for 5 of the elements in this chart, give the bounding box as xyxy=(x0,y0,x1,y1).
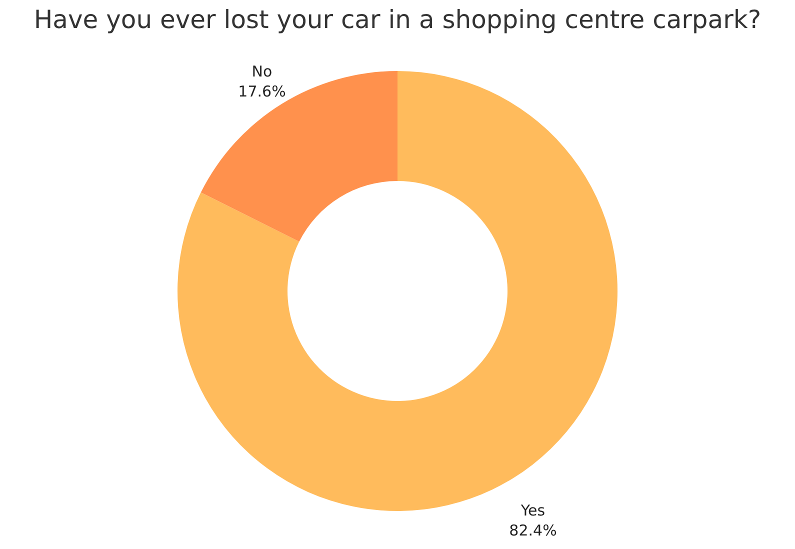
data-label: 82.4% xyxy=(509,522,557,540)
data-label: 17.6% xyxy=(238,82,286,100)
slice-label: Yes xyxy=(520,502,546,520)
chart-title: Have you ever lost your car in a shopping centre carpark? xyxy=(34,5,762,34)
slice-label: No xyxy=(252,62,272,80)
